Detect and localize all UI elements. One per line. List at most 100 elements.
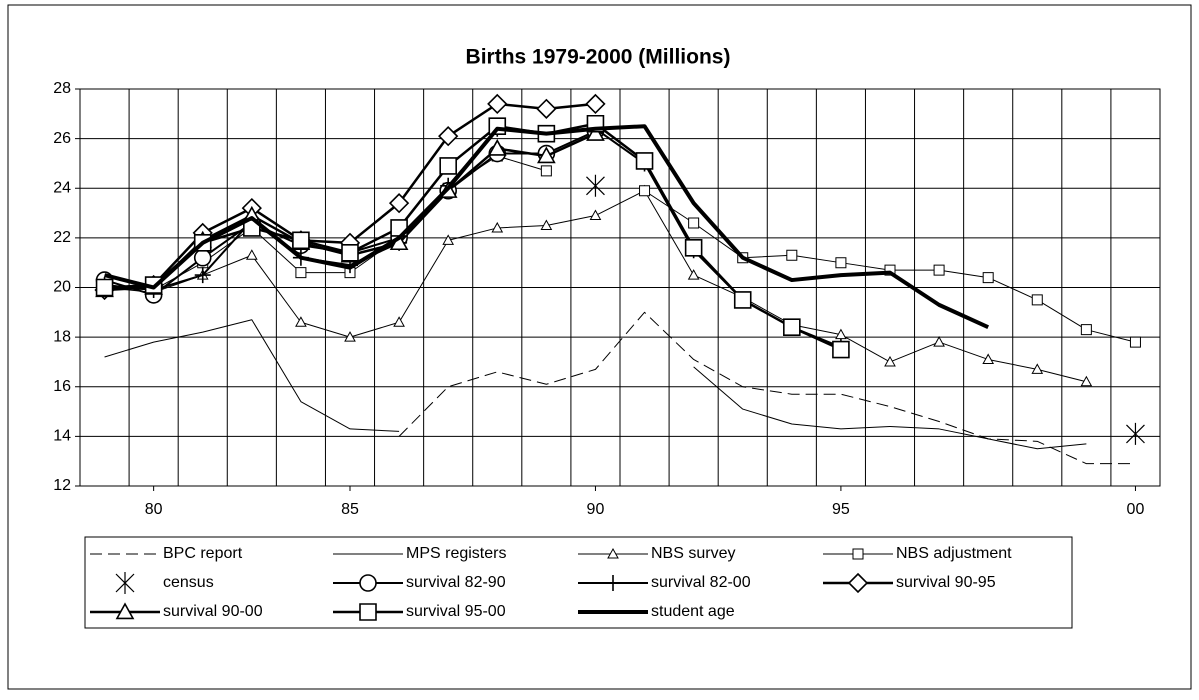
- marker: [295, 267, 307, 279]
- marker: [852, 548, 864, 560]
- legend-label: survival 82-00: [651, 574, 751, 591]
- marker: [292, 231, 310, 250]
- marker: [359, 574, 377, 592]
- legend-entry: survival 82-90: [333, 574, 506, 592]
- marker: [586, 174, 605, 197]
- series: [104, 319, 1087, 450]
- marker: [1031, 363, 1044, 374]
- legend-label: NBS survey: [651, 545, 735, 562]
- plot-area: [79, 88, 1161, 487]
- chart-title: Births 1979-2000 (Millions): [466, 46, 731, 69]
- marker: [1080, 375, 1093, 387]
- marker: [607, 547, 619, 559]
- y-tick-label: 24: [53, 179, 71, 196]
- marker: [933, 264, 945, 276]
- x-tick-label: 85: [341, 501, 359, 518]
- legend-label: student age: [651, 603, 735, 620]
- marker: [688, 217, 700, 229]
- legend-entry: survival 90-95: [823, 572, 996, 594]
- legend-entry: survival 95-00: [333, 603, 506, 621]
- series-line: [104, 319, 1087, 450]
- y-tick-label: 20: [53, 279, 71, 296]
- series: [586, 174, 1145, 445]
- legend-label: NBS adjustment: [896, 545, 1012, 562]
- marker: [439, 157, 457, 175]
- x-tick-label: 95: [832, 501, 850, 518]
- marker: [1031, 294, 1043, 306]
- series-line: [398, 311, 1136, 465]
- marker: [835, 328, 847, 340]
- y-tick-label: 18: [53, 328, 71, 345]
- legend-entry: census: [115, 572, 214, 594]
- x-tick-label: 90: [587, 501, 605, 518]
- legend-entry: student age: [578, 603, 735, 620]
- marker: [605, 575, 621, 591]
- legend-entry: survival 90-00: [90, 602, 263, 620]
- marker: [1126, 422, 1145, 445]
- marker: [982, 272, 994, 284]
- marker: [536, 98, 557, 119]
- series: [398, 311, 1136, 465]
- y-tick-label: 26: [53, 130, 71, 147]
- marker: [295, 316, 307, 327]
- legend-label: survival 82-90: [406, 574, 506, 591]
- marker: [786, 249, 798, 261]
- marker: [982, 353, 995, 364]
- y-tick-label: 28: [53, 80, 71, 97]
- marker: [1129, 336, 1141, 348]
- legend-label: census: [163, 574, 214, 591]
- marker: [537, 146, 556, 164]
- marker: [194, 267, 211, 284]
- legend-label: survival 90-00: [163, 603, 263, 620]
- marker: [487, 138, 507, 156]
- marker: [115, 572, 135, 594]
- y-tick-label: 14: [53, 428, 71, 445]
- legend-label: survival 90-95: [896, 574, 996, 591]
- marker: [388, 193, 410, 214]
- marker: [586, 124, 605, 141]
- series: [104, 124, 990, 330]
- marker: [341, 243, 359, 262]
- marker: [1080, 324, 1092, 336]
- legend-entry: survival 82-00: [578, 574, 751, 591]
- marker: [115, 602, 135, 620]
- marker: [684, 239, 703, 257]
- marker: [847, 572, 869, 594]
- series-line: [104, 124, 990, 330]
- x-tick-label: 80: [145, 501, 163, 518]
- marker: [95, 278, 114, 297]
- marker: [442, 234, 455, 245]
- marker: [639, 185, 651, 197]
- marker: [832, 340, 850, 359]
- marker: [589, 209, 602, 221]
- marker: [393, 316, 405, 327]
- marker: [438, 126, 459, 147]
- legend-entry: BPC report: [90, 545, 243, 562]
- marker: [585, 93, 606, 115]
- series-line: [104, 122, 842, 351]
- y-tick-label: 22: [53, 229, 71, 246]
- marker: [687, 269, 700, 280]
- marker: [487, 93, 508, 115]
- legend-label: BPC report: [163, 545, 243, 562]
- marker: [245, 249, 258, 260]
- marker: [884, 355, 896, 367]
- legend-entry: NBS adjustment: [823, 545, 1012, 562]
- legend-entry: NBS survey: [578, 545, 735, 562]
- marker: [193, 248, 212, 267]
- marker: [359, 603, 377, 621]
- x-tick-label: 00: [1127, 501, 1145, 518]
- series: [95, 114, 850, 359]
- legend-label: survival 95-00: [406, 603, 506, 620]
- y-tick-label: 12: [53, 477, 71, 494]
- marker: [635, 152, 654, 170]
- marker: [835, 257, 847, 269]
- marker: [733, 291, 752, 309]
- marker: [540, 219, 553, 230]
- marker: [344, 331, 356, 342]
- legend-label: MPS registers: [406, 545, 506, 562]
- marker: [540, 165, 552, 177]
- legend-entry: MPS registers: [333, 545, 506, 562]
